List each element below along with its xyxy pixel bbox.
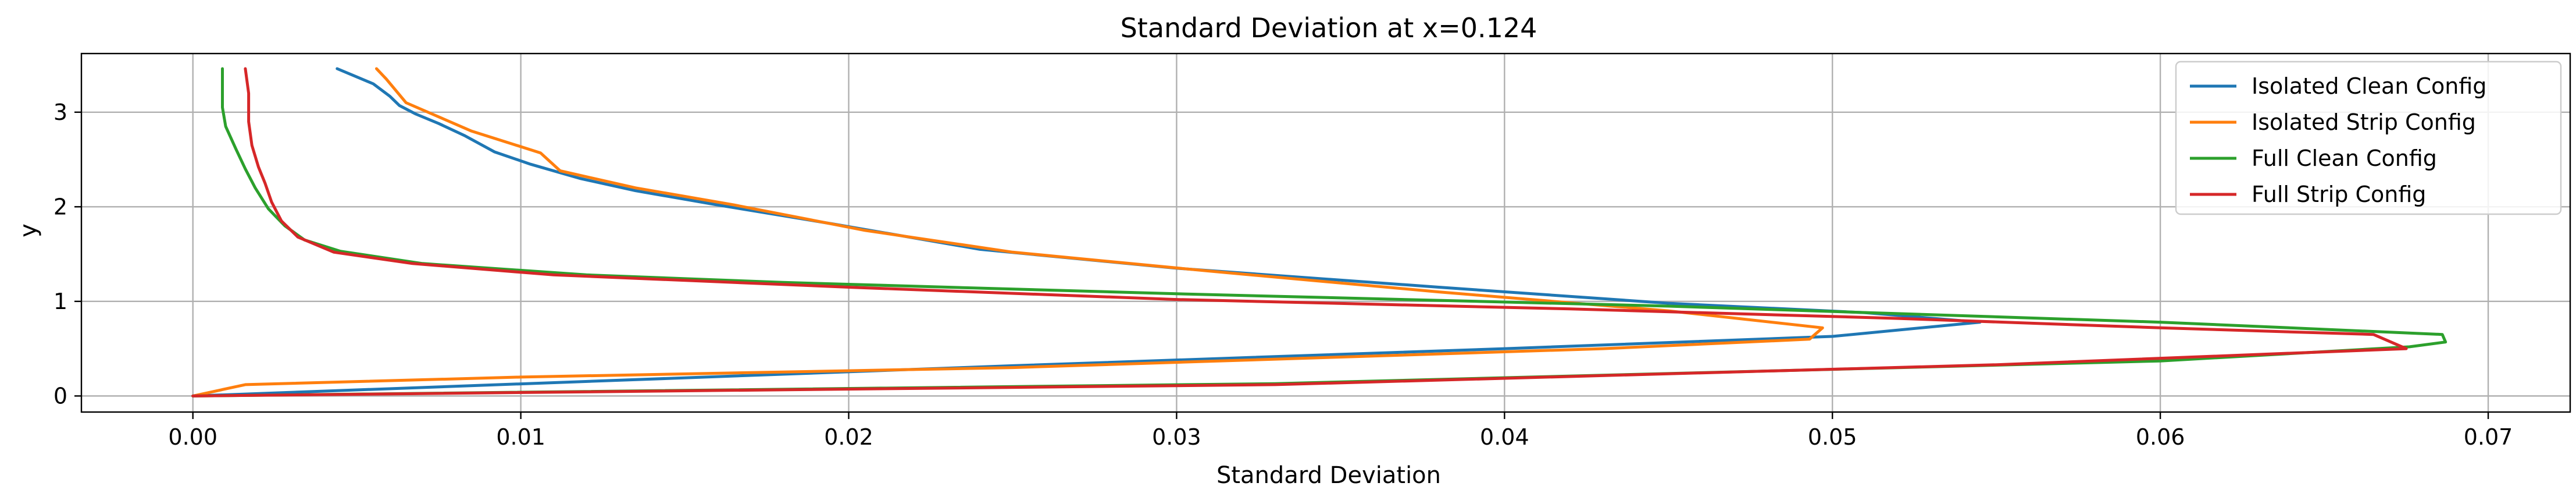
plot-area: 0.00 0.01 0.02 0.03 0.04 0.05 0.06 0.07 0 1 2 3 (53, 52, 2571, 450)
y-tick-label: 1 (53, 289, 67, 314)
legend: Isolated Clean Config Isolated Strip Conf… (2175, 61, 2562, 215)
x-tick-label: 0.00 (168, 424, 217, 450)
x-tick-label: 0.02 (824, 424, 873, 450)
y-tick-label: 0 (53, 383, 67, 409)
x-tick-label: 0.01 (496, 424, 545, 450)
series-line-3 (191, 67, 2447, 397)
x-tick-label: 0.07 (2464, 424, 2513, 450)
legend-box (2175, 61, 2562, 215)
y-tick-label: 2 (53, 194, 67, 219)
x-tick-label: 0.06 (2136, 424, 2185, 450)
axes-frame (80, 52, 2571, 413)
x-tick-label: 0.05 (1808, 424, 1857, 450)
series-line-4 (191, 67, 2408, 397)
legend-label-2: Isolated Strip Config (2252, 109, 2476, 135)
chart-title: Standard Deviation at x=0.124 (1121, 12, 1537, 44)
x-tick-label: 0.04 (1480, 424, 1529, 450)
legend-label-1: Isolated Clean Config (2252, 73, 2486, 99)
series-line-2 (191, 67, 1824, 397)
x-axis-label: Standard Deviation (1216, 462, 1441, 489)
series-line-1 (191, 67, 1982, 397)
y-axis-label: y (15, 223, 42, 237)
y-tick-label: 3 (53, 100, 67, 125)
x-tick-label: 0.03 (1152, 424, 1201, 450)
legend-label-4: Full Strip Config (2252, 182, 2426, 207)
legend-label-3: Full Clean Config (2252, 145, 2437, 171)
